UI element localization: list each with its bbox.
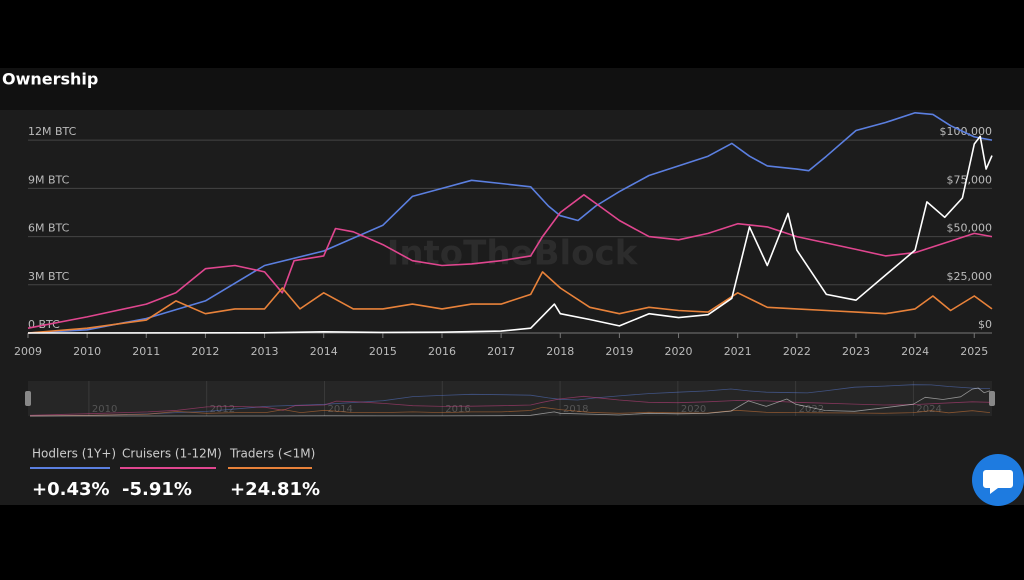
x-tick-label: 2016 — [428, 345, 456, 358]
series-line — [27, 112, 993, 334]
x-tick-label: 2011 — [132, 345, 160, 358]
y2-tick-label: $50,000 — [947, 222, 993, 235]
x-tick-label: 2023 — [842, 345, 870, 358]
series-line — [27, 135, 993, 334]
navigator-line — [29, 395, 991, 416]
navigator-tick-label: 2018 — [563, 404, 588, 415]
navigator-tick-label: 2012 — [210, 404, 235, 415]
chat-icon[interactable] — [983, 470, 1013, 494]
y-tick-label: 6M BTC — [28, 222, 70, 235]
navigator-line — [30, 387, 991, 417]
navigator-tick-label: 2024 — [916, 404, 941, 415]
x-tick-label: 2012 — [191, 345, 219, 358]
header-bar — [0, 68, 1024, 110]
legend-label: Cruisers (1-12M) — [122, 447, 222, 461]
navigator-tick-label: 2016 — [445, 404, 470, 415]
x-tick-label: 2015 — [369, 345, 397, 358]
legend-change: +0.43% — [32, 479, 110, 500]
x-tick-label: 2020 — [665, 345, 693, 358]
y2-tick-label: $100,000 — [940, 125, 993, 138]
navigator-handle[interactable] — [25, 391, 31, 406]
y-tick-label: 9M BTC — [28, 173, 70, 186]
panel — [0, 110, 1024, 505]
navigator-line — [29, 406, 991, 417]
navigator-tick-label: 2020 — [681, 404, 706, 415]
x-tick-label: 2013 — [251, 345, 279, 358]
x-tick-label: 2009 — [14, 345, 42, 358]
watermark: IntoTheBlock — [387, 234, 639, 274]
y2-tick-label: $75,000 — [947, 173, 993, 186]
chat-button[interactable] — [972, 454, 1024, 506]
x-tick-label: 2022 — [783, 345, 811, 358]
x-tick-label: 2017 — [487, 345, 515, 358]
legend-label: Hodlers (1Y+) — [32, 447, 116, 461]
x-tick-label: 2018 — [546, 345, 574, 358]
navigator-tick-label: 2014 — [327, 404, 352, 415]
navigator-handle[interactable] — [989, 391, 995, 406]
header-title: Ownership — [2, 70, 98, 89]
y-tick-label: 3M BTC — [28, 270, 70, 283]
y-tick-label: 12M BTC — [28, 125, 77, 138]
x-tick-label: 2014 — [310, 345, 338, 358]
navigator-tick-label: 2010 — [92, 404, 117, 415]
series-line — [27, 194, 993, 329]
y2-tick-label: $25,000 — [947, 270, 993, 283]
x-tick-label: 2010 — [73, 345, 101, 358]
x-tick-label: 2025 — [960, 345, 988, 358]
x-tick-label: 2024 — [901, 345, 929, 358]
x-tick-label: 2019 — [605, 345, 633, 358]
x-tick-label: 2021 — [724, 345, 752, 358]
y2-tick-label: $0 — [978, 318, 992, 331]
legend-change: +24.81% — [230, 479, 320, 500]
series-line — [27, 271, 993, 334]
legend-label: Traders (<1M) — [229, 447, 315, 461]
navigator[interactable] — [28, 381, 992, 416]
navigator-tick-label: 2022 — [799, 404, 824, 415]
legend-change: -5.91% — [122, 479, 192, 500]
navigator-line — [29, 384, 991, 417]
